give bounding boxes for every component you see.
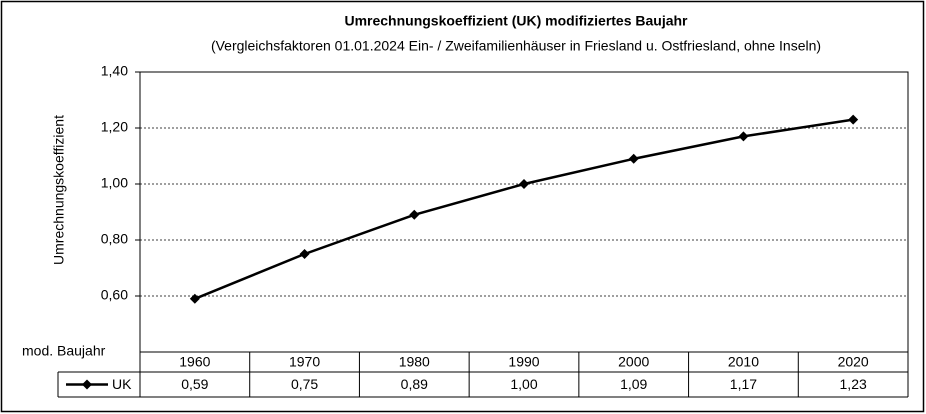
data-label: 1,17 [730,376,757,392]
x-axis-label: mod. Baujahr [22,343,106,359]
y-tick-label: 1,00 [101,175,128,191]
data-marker [409,209,420,220]
x-tick-label: 1990 [508,354,539,370]
x-tick-label: 1980 [399,354,430,370]
data-label: 0,75 [291,376,318,392]
data-marker [189,293,200,304]
x-tick-label: 2020 [838,354,869,370]
data-marker [738,131,749,142]
x-tick-label: 2010 [728,354,759,370]
plot-area [139,71,909,353]
data-label: 0,89 [401,376,428,392]
legend-marker [82,379,92,390]
legend-label: UK [112,376,132,392]
data-label: 1,23 [840,376,867,392]
data-label: 1,00 [510,376,537,392]
y-axis-label: Umrechnungskoeffizient [51,115,67,265]
data-label: 1,09 [620,376,647,392]
y-tick-label: 1,40 [101,63,128,79]
data-marker [848,114,859,125]
data-label: 0,59 [181,376,208,392]
x-tick-label: 1960 [179,354,210,370]
data-marker [628,153,639,164]
x-tick-label: 2000 [618,354,649,370]
chart-subtitle: (Vergleichsfaktoren 01.01.2024 Ein- / Zw… [211,38,821,54]
y-tick-label: 1,20 [101,119,128,135]
y-tick-label: 0,80 [101,231,128,247]
y-tick-label: 0,60 [101,287,128,303]
data-marker [519,179,529,189]
x-tick-label: 1970 [289,354,320,370]
chart-title: Umrechnungskoeffizient (UK) modifizierte… [344,13,688,29]
data-marker [299,249,310,259]
